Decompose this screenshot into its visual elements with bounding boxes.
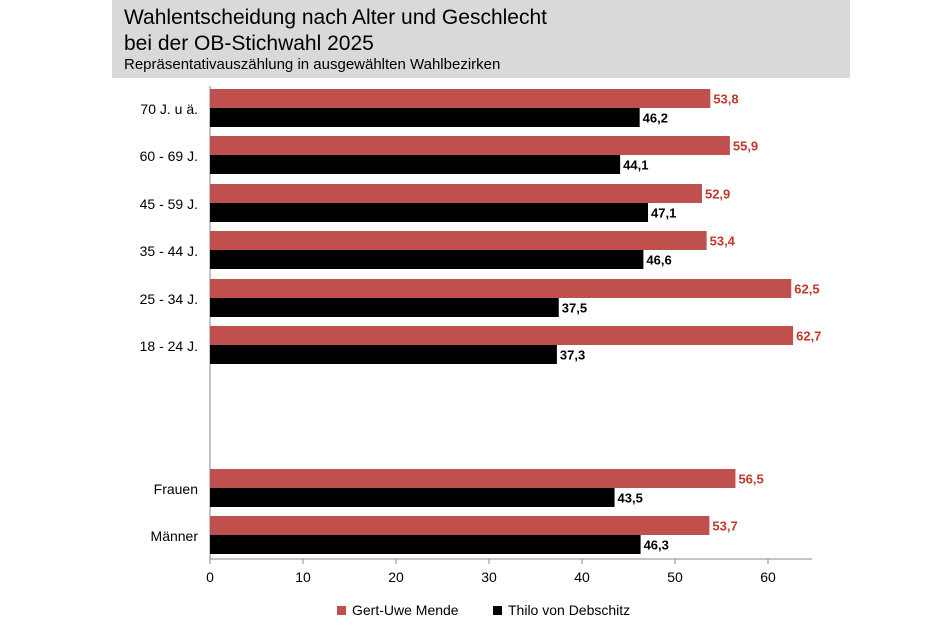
data-label-mende: 53,8 (713, 92, 738, 107)
category-label: 60 - 69 J. (140, 148, 198, 164)
bar-debschitz (210, 298, 559, 317)
bar-mende (210, 89, 711, 108)
x-tick-label: 20 (388, 569, 404, 585)
data-label-mende: 52,9 (705, 187, 730, 202)
data-label-debschitz: 44,1 (623, 158, 648, 173)
x-tick-label: 30 (481, 569, 497, 585)
bar-mende (210, 279, 792, 298)
data-label-mende: 62,7 (796, 329, 821, 344)
legend-item-debschitz: Thilo von Debschitz (493, 602, 630, 618)
category-label: Männer (151, 528, 199, 544)
x-tick-label: 10 (295, 569, 311, 585)
data-label-debschitz: 46,2 (643, 111, 668, 126)
chart-subtitle: Repräsentativauszählung in ausgewählten … (124, 56, 501, 73)
category-label: 18 - 24 J. (140, 338, 198, 354)
category-label: 35 - 44 J. (140, 243, 198, 259)
chart-header: Wahlentscheidung nach Alter und Geschlec… (112, 0, 850, 78)
data-label-debschitz: 43,5 (618, 491, 643, 506)
bar-debschitz (210, 345, 557, 364)
legend-label-debschitz: Thilo von Debschitz (508, 602, 631, 618)
bar-debschitz (210, 155, 621, 174)
data-label-debschitz: 37,3 (560, 348, 585, 363)
data-label-mende: 56,5 (738, 472, 763, 487)
category-label: 70 J. u ä. (140, 101, 198, 117)
data-label-mende: 53,4 (710, 234, 736, 249)
bar-debschitz (210, 108, 640, 127)
category-label: 45 - 59 J. (140, 196, 198, 212)
x-tick-label: 50 (667, 569, 683, 585)
bar-mende (210, 326, 794, 345)
data-label-debschitz: 47,1 (651, 206, 676, 221)
legend-swatch-debschitz (493, 606, 502, 615)
category-label: 25 - 34 J. (140, 291, 198, 307)
legend-item-mende: Gert-Uwe Mende (337, 602, 459, 618)
legend-swatch-mende (337, 606, 346, 615)
bar-debschitz (210, 250, 644, 269)
data-label-mende: 53,7 (712, 519, 737, 534)
bar-mende (210, 516, 710, 535)
legend-label-mende: Gert-Uwe Mende (352, 602, 459, 618)
bar-chart: 0 10 20 30 40 50 60 70 J. u ä. 53,8 46,2 60 - 69 J… (140, 86, 821, 585)
data-label-mende: 62,5 (794, 282, 819, 297)
bar-debschitz (210, 203, 649, 222)
bar-debschitz (210, 535, 641, 554)
x-tick-label: 60 (760, 569, 776, 585)
bar-debschitz (210, 488, 615, 507)
chart-title-line-1: Wahlentscheidung nach Alter und Geschlec… (124, 6, 547, 29)
x-tick-label: 40 (574, 569, 590, 585)
x-tick-label: 0 (206, 569, 214, 585)
data-label-debschitz: 46,6 (646, 253, 671, 268)
chart-title-line-2: bei der OB-Stichwahl 2025 (124, 32, 374, 55)
data-label-debschitz: 37,5 (562, 301, 587, 316)
bar-mende (210, 184, 702, 203)
category-label: Frauen (154, 481, 198, 497)
bar-mende (210, 231, 707, 250)
data-label-mende: 55,9 (733, 139, 758, 154)
bar-mende (210, 469, 736, 488)
bar-mende (210, 136, 730, 155)
data-label-debschitz: 46,3 (644, 538, 669, 553)
